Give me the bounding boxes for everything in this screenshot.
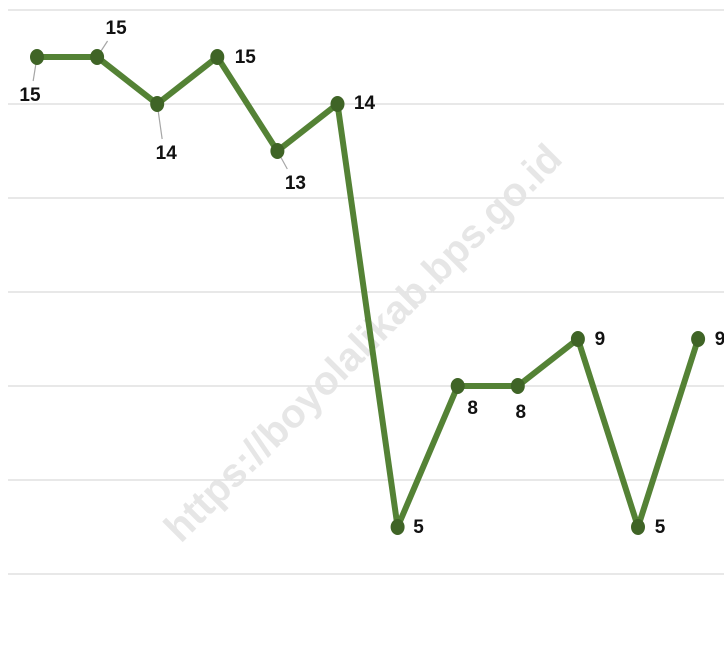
data-label: 8 xyxy=(516,402,527,423)
data-label: 9 xyxy=(715,329,724,350)
data-label: 8 xyxy=(467,398,478,419)
data-label: 15 xyxy=(106,18,128,39)
marker xyxy=(30,49,44,65)
marker xyxy=(631,519,645,535)
data-line xyxy=(37,54,701,530)
marker xyxy=(150,96,165,112)
data-label: 14 xyxy=(354,93,376,114)
marker xyxy=(570,331,585,347)
marker xyxy=(210,49,225,65)
plot: 15 15 14 15 13 14 5 8 8 9 5 9 xyxy=(19,18,724,538)
marker xyxy=(90,49,105,65)
marker xyxy=(510,378,525,394)
marker xyxy=(450,378,465,394)
grid xyxy=(8,9,724,575)
data-label: 9 xyxy=(595,329,606,350)
data-label: 14 xyxy=(156,143,178,164)
data-label: 15 xyxy=(235,47,257,68)
data-label: 13 xyxy=(285,173,306,194)
data-label: 5 xyxy=(413,517,424,538)
marker xyxy=(691,331,706,347)
marker xyxy=(330,96,345,112)
marker xyxy=(270,143,285,159)
data-label: 15 xyxy=(19,85,41,106)
data-label: 5 xyxy=(655,517,666,538)
marker xyxy=(390,519,405,535)
